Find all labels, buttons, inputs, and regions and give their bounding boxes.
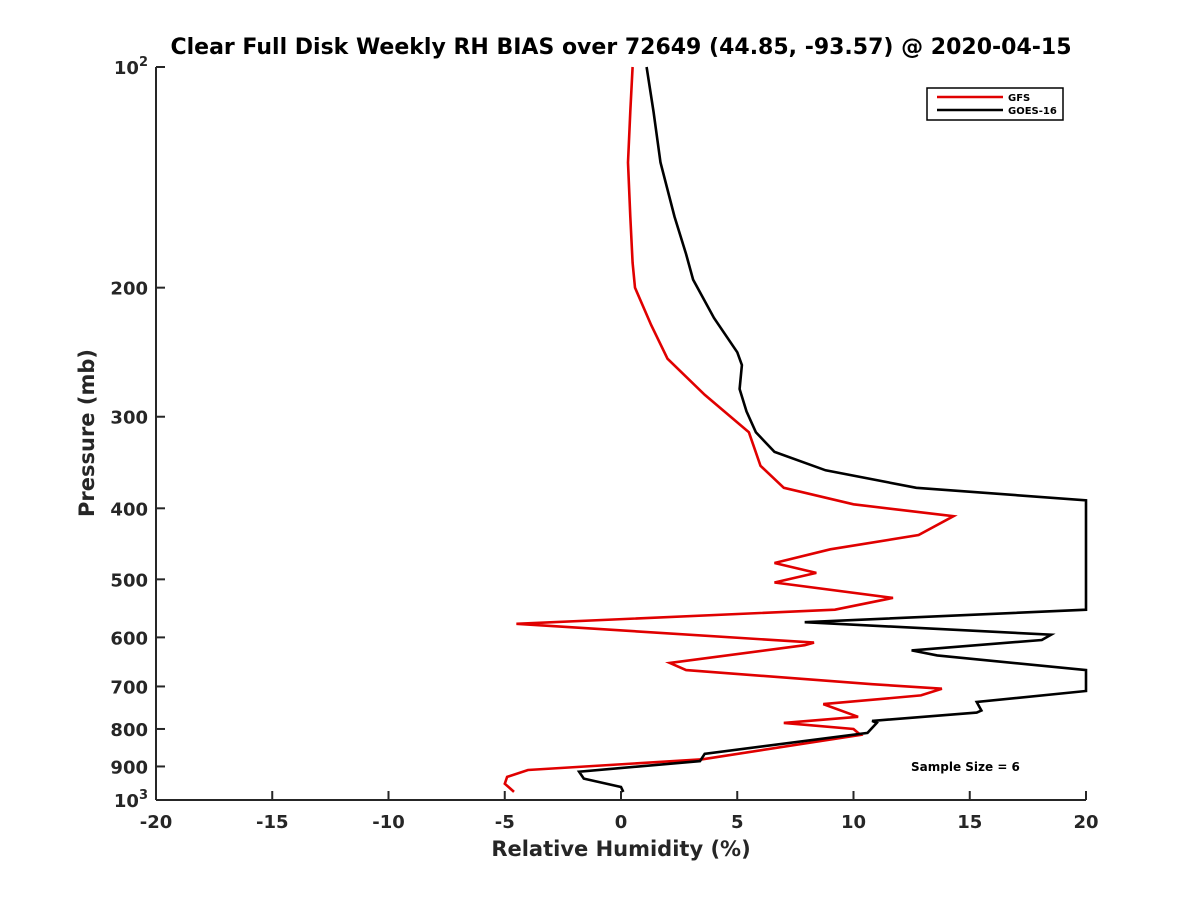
- x-axis-label: Relative Humidity (%): [491, 837, 750, 861]
- y-tick-label: 800: [110, 720, 148, 741]
- x-tick-label: -15: [256, 812, 289, 833]
- series-layer: [503, 66, 1088, 793]
- x-tick-label: -20: [140, 812, 173, 833]
- legend-label-goes16: GOES-16: [1008, 106, 1057, 117]
- y-tick-label: 103: [114, 788, 148, 812]
- y-tick-label: 600: [110, 628, 148, 649]
- x-ticks: -20 -15 -10 -5 0 5 10 15 20: [140, 791, 1099, 833]
- plot-area: [156, 67, 1086, 800]
- x-tick-label: 20: [1073, 812, 1098, 833]
- legend-box: [926, 87, 1064, 121]
- y-tick-label: 200: [110, 279, 148, 300]
- series-line-goes-16: [576, 66, 1088, 793]
- x-tick-label: -10: [372, 812, 405, 833]
- x-tick-label: 5: [731, 812, 744, 833]
- y-tick-label: 500: [110, 570, 148, 591]
- y-tick-label: 102: [114, 55, 148, 79]
- x-tick-label: 15: [957, 812, 982, 833]
- x-tick-label: -5: [495, 812, 515, 833]
- y-tick-label: 300: [110, 408, 148, 429]
- series-line-gfs: [503, 66, 958, 793]
- y-tick-label: 900: [110, 757, 148, 778]
- y-tick-label: 700: [110, 677, 148, 698]
- y-tick-label: 400: [110, 499, 148, 520]
- x-tick-label: 10: [841, 812, 866, 833]
- x-tick-label: 0: [615, 812, 628, 833]
- y-axis-label: Pressure (mb): [75, 349, 99, 517]
- y-ticks: 102 200 300 400 500 600 700 800 900 103: [110, 55, 165, 812]
- chart-title: Clear Full Disk Weekly RH BIAS over 7264…: [170, 35, 1071, 60]
- legend: GFS GOES-16: [926, 87, 1064, 121]
- legend-label-gfs: GFS: [1008, 93, 1030, 104]
- sample-size-note: Sample Size = 6: [911, 760, 1020, 774]
